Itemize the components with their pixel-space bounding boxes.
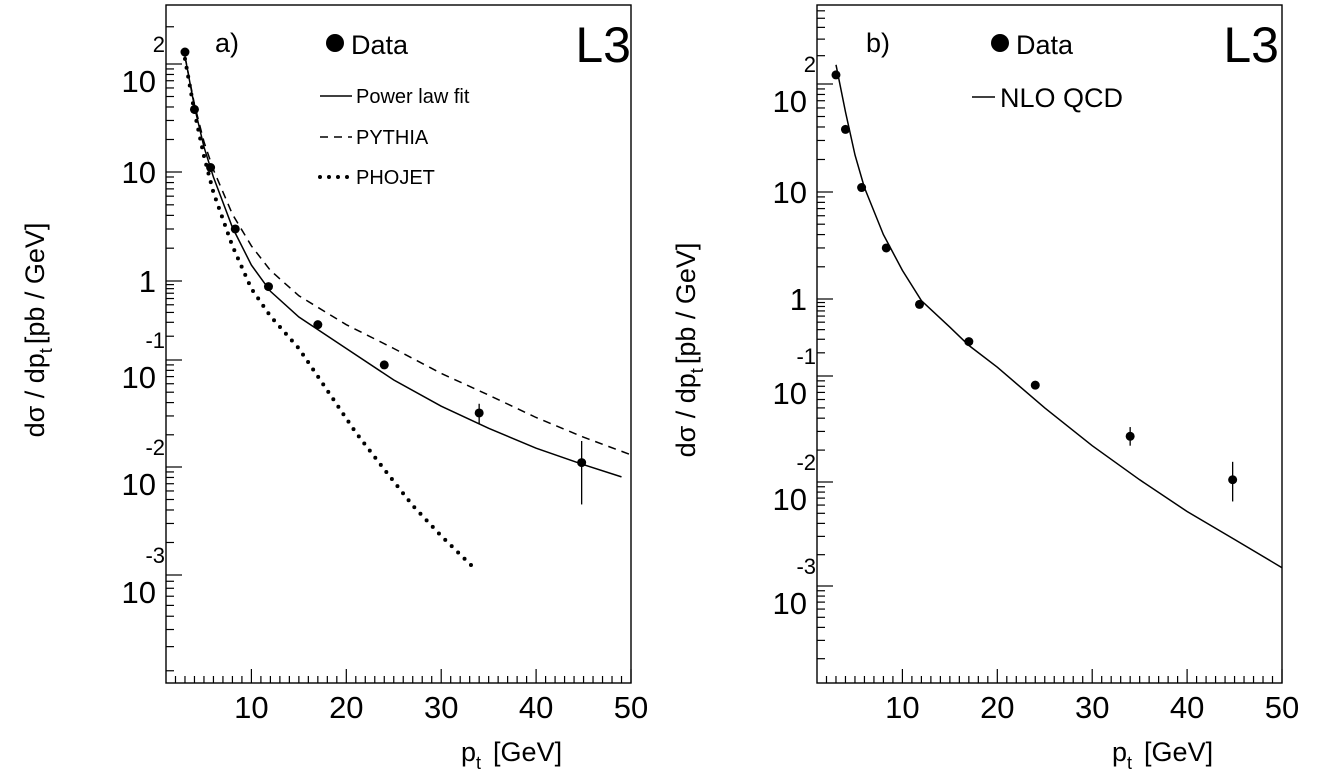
x-axis-title: pt [GeV]: [1112, 737, 1213, 772]
y-tick-label: 10: [773, 84, 807, 119]
panel-label: b): [866, 28, 890, 58]
x-tick-label: 50: [614, 690, 648, 725]
data-point: [1125, 431, 1135, 441]
y-tick-label: 1: [139, 264, 156, 299]
y-tick-label: 10: [122, 155, 156, 190]
y-axis-title: dσ / dpt [pb / GeV]: [20, 223, 56, 438]
x-tick-label: 20: [329, 690, 363, 725]
legend-label-power-law-fit: Power law fit: [356, 86, 470, 108]
y-axis-title: dσ / dpt [pb / GeV]: [671, 243, 707, 458]
x-tick-label: 50: [1265, 690, 1299, 725]
y-tick-label: 10: [122, 467, 156, 502]
data-point: [1228, 475, 1238, 485]
y-tick-exponent: -2: [796, 450, 816, 475]
series-line-phojet: [183, 56, 477, 571]
experiment-label: L3: [1223, 17, 1279, 73]
x-tick-label: 30: [424, 690, 458, 725]
legend-label-data: Data: [351, 30, 409, 60]
x-axis-title-unit: [GeV]: [1144, 737, 1213, 767]
series-line-power-law-fit: [184, 56, 622, 478]
y-tick-label: 10: [122, 360, 156, 395]
data-point: [230, 224, 240, 234]
x-axis-title-unit: [GeV]: [493, 737, 562, 767]
y-tick-exponent: -3: [145, 543, 165, 568]
x-tick-label: 10: [234, 690, 268, 725]
x-tick-label: 30: [1075, 690, 1109, 725]
series-line-pythia: [184, 56, 631, 456]
y-tick-label: 10: [773, 586, 807, 621]
x-axis-title-main: p: [461, 737, 476, 767]
data-point: [180, 47, 190, 57]
y-tick-exponent: -1: [145, 328, 165, 353]
y-axis-title-sub: t: [36, 348, 56, 353]
plot-frame: [165, 4, 632, 684]
legend-label-nlo-qcd: NLO QCD: [1000, 83, 1123, 113]
y-axis-title-unit: [pb / GeV]: [20, 223, 50, 345]
y-axis-title-main: dσ / dp: [20, 353, 50, 437]
data-point: [474, 408, 484, 418]
y-tick-exponent: -2: [145, 435, 165, 460]
x-tick-label: 40: [1170, 690, 1204, 725]
legend-label-phojet: PHOJET: [356, 167, 435, 189]
experiment-label: L3: [575, 17, 631, 73]
data-point: [840, 124, 850, 134]
x-axis-title-main: p: [1112, 737, 1127, 767]
data-point: [1030, 380, 1040, 390]
y-tick-exponent: 2: [804, 52, 816, 77]
y-tick-label: 10: [773, 482, 807, 517]
y-tick-exponent: -3: [796, 554, 816, 579]
y-tick-label: 10: [122, 64, 156, 99]
y-tick-label: 10: [773, 175, 807, 210]
x-tick-label: 20: [980, 690, 1014, 725]
y-axis-title-unit: [pb / GeV]: [671, 243, 701, 365]
data-point: [313, 320, 323, 330]
x-axis-title: pt [GeV]: [461, 737, 562, 772]
y-axis-title-sub: t: [687, 368, 707, 373]
data-point: [914, 299, 924, 309]
plot-frame: [816, 4, 1283, 684]
y-tick-exponent: 2: [153, 32, 165, 57]
x-axis-title-sub: t: [1127, 753, 1132, 772]
y-axis-title-main: dσ / dp: [671, 373, 701, 457]
y-tick-label: 1: [790, 282, 807, 317]
series-line-nlo-qcd: [835, 64, 1282, 569]
y-tick-label: 10: [122, 575, 156, 610]
y-tick-label: 10: [773, 376, 807, 411]
legend-marker-data: [326, 34, 344, 52]
x-tick-label: 10: [885, 690, 919, 725]
x-axis-title-sub: t: [476, 753, 481, 772]
legend-marker-data: [991, 34, 1009, 52]
x-tick-label: 40: [519, 690, 553, 725]
y-tick-exponent: -1: [796, 344, 816, 369]
legend-label-pythia: PYTHIA: [356, 127, 429, 149]
data-point: [379, 360, 389, 370]
legend-label-data: Data: [1016, 30, 1074, 60]
panel-label: a): [215, 28, 239, 58]
